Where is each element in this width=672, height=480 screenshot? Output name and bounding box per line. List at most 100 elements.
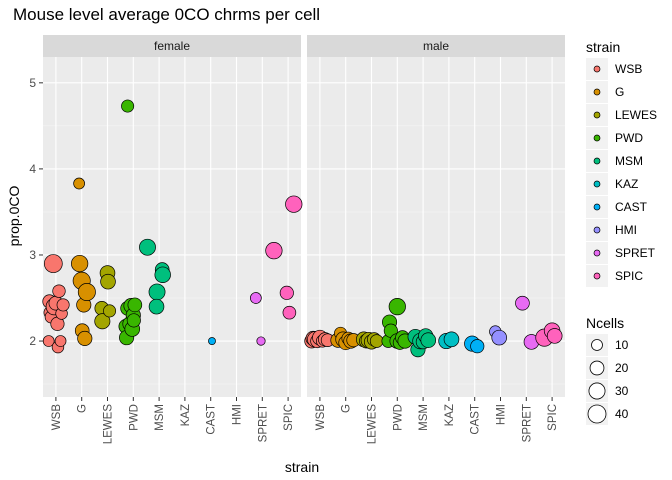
legend-label: MSM: [615, 154, 643, 168]
legend-swatch: [593, 226, 601, 234]
x-axis-title: strain: [285, 459, 319, 475]
facet-strip: [307, 35, 565, 57]
x-tick-label: MSM: [154, 404, 166, 431]
data-point: [443, 331, 460, 348]
x-tick-label: MSM: [418, 404, 430, 431]
data-point: [54, 335, 67, 347]
facet-panels: female WSB G LEWES PWD MSM KAZ CAST HMI SPRET SPIC…: [42, 35, 565, 445]
legend-size-swatch: [591, 339, 603, 351]
x-tick-label: HMI: [232, 404, 244, 425]
legend-swatch: [593, 249, 601, 257]
data-point: [515, 295, 530, 311]
y-tick-label: 4: [29, 162, 36, 176]
y-axis-title: prop.0CO: [6, 186, 22, 247]
data-point: [279, 285, 294, 300]
data-point: [139, 238, 156, 256]
data-point: [56, 298, 70, 312]
x-tick-label: CAST: [470, 404, 482, 435]
x-tick-label: CAST: [206, 404, 218, 435]
legend-swatch: [593, 111, 601, 119]
legend-label: LEWES: [615, 108, 657, 122]
data-point: [282, 305, 297, 320]
legend-label: 10: [615, 338, 629, 352]
legend-label: 30: [615, 384, 629, 398]
y-tick-label: 5: [29, 76, 36, 90]
y-tick-label: 3: [29, 248, 36, 262]
y-axis: 2 3 4 5: [29, 76, 43, 348]
legend-label: 40: [615, 407, 629, 421]
legend-swatch: [593, 203, 601, 211]
data-point: [208, 337, 216, 345]
legend-label: SPIC: [615, 269, 643, 283]
facet-panel-male: male WSB G LEWES PWD MSM KAZ CAST HMI SPRET SPIC: [304, 35, 565, 445]
data-point: [256, 336, 266, 346]
data-point: [470, 339, 485, 354]
legend-swatch: [593, 157, 601, 165]
legend-size-swatch: [588, 382, 606, 400]
data-point: [369, 334, 384, 348]
x-tick-label: SPRET: [521, 404, 533, 442]
legend-size-swatch: [587, 404, 607, 424]
legend-label: G: [615, 85, 624, 99]
x-tick-label: KAZ: [180, 404, 192, 426]
data-point: [42, 335, 55, 347]
legend-strain-title: strain: [586, 39, 620, 55]
x-tick-label: WSB: [315, 404, 327, 431]
y-tick-label: 2: [29, 334, 36, 348]
x-tick-label: G: [341, 404, 353, 413]
legend-label: 20: [615, 361, 629, 375]
data-point: [546, 328, 563, 344]
data-point: [127, 297, 143, 313]
legend-swatch: [593, 272, 601, 280]
legend-strain: strain WSB G LEWES PWD MSM KAZ CAST HMI SPRET SPIC: [586, 39, 657, 287]
legend-label: KAZ: [615, 177, 638, 191]
legend-swatch: [593, 180, 601, 188]
data-point: [121, 99, 135, 113]
data-point: [148, 283, 166, 301]
x-tick-label: KAZ: [444, 404, 456, 426]
legend-swatch: [593, 65, 601, 73]
data-point: [77, 330, 93, 347]
data-point: [71, 254, 89, 273]
x-tick-label: LEWES: [367, 404, 379, 445]
x-tick-label: WSB: [51, 404, 63, 431]
x-tick-label: PWD: [392, 404, 404, 431]
data-point: [126, 313, 141, 328]
data-point: [52, 284, 66, 298]
legend-label: CAST: [615, 200, 648, 214]
legend-size-title: Ncells: [586, 315, 624, 331]
data-point: [73, 177, 85, 190]
legend-label: PWD: [615, 131, 643, 145]
facet-panel-female: female WSB G LEWES PWD MSM KAZ CAST HMI SPRET SPIC: [42, 35, 303, 445]
data-point: [491, 329, 507, 346]
x-tick-label: HMI: [496, 404, 508, 425]
data-point: [43, 254, 63, 273]
data-point: [148, 298, 165, 315]
legend-label: HMI: [615, 223, 637, 237]
data-point: [103, 304, 117, 318]
data-point: [154, 266, 171, 283]
data-point: [265, 242, 283, 260]
facet-strip-label: male: [423, 39, 449, 53]
legend-label: SPRET: [615, 246, 656, 260]
facet-strip: [43, 35, 301, 57]
legend-swatch: [593, 88, 601, 96]
x-tick-label: SPIC: [547, 404, 559, 431]
data-point: [77, 282, 96, 301]
x-tick-label: PWD: [128, 404, 140, 431]
legend-swatch: [593, 134, 601, 142]
x-tick-label: LEWES: [103, 404, 115, 445]
data-point: [250, 292, 262, 304]
x-tick-label: SPIC: [283, 404, 295, 431]
chart-title: Mouse level average 0CO chrms per cell: [13, 5, 320, 24]
x-tick-label: SPRET: [257, 404, 269, 442]
data-point: [285, 195, 303, 213]
data-point: [420, 332, 437, 348]
x-tick-label: G: [77, 404, 89, 413]
legend-size-swatch: [589, 360, 605, 376]
legend-size: Ncells 10 20 30 40: [586, 315, 629, 425]
facet-strip-label: female: [154, 39, 190, 53]
data-point: [388, 298, 406, 316]
legend-label: WSB: [615, 62, 642, 76]
